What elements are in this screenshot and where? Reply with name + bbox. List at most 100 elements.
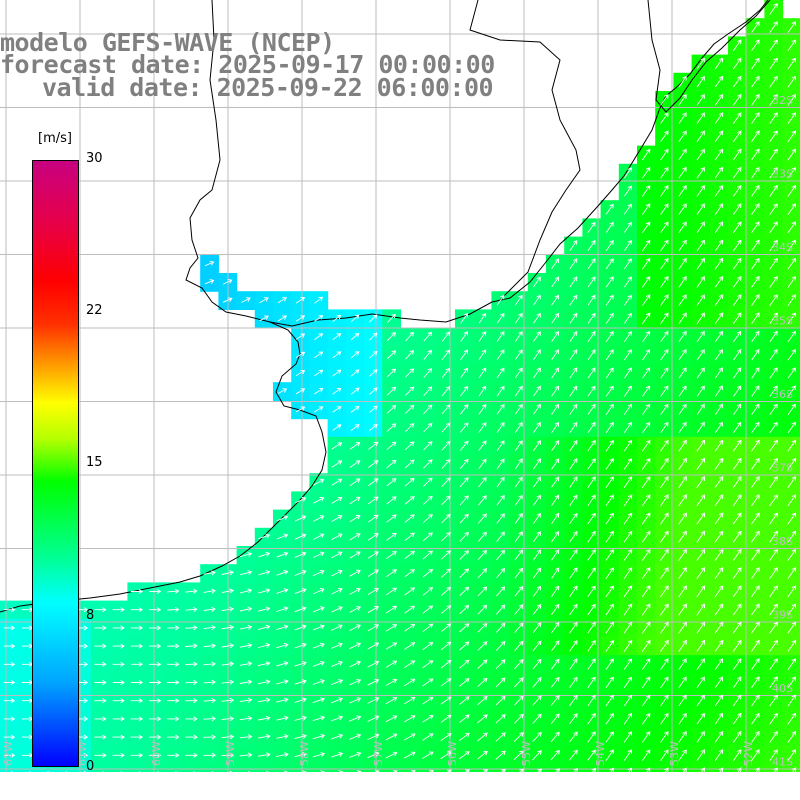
wind-arrow bbox=[642, 221, 651, 234]
wind-arrow bbox=[714, 494, 724, 507]
wind-arrow bbox=[3, 752, 16, 758]
wind-arrow bbox=[787, 57, 796, 70]
wind-arrow bbox=[642, 239, 651, 252]
wind-arrow bbox=[259, 297, 269, 304]
wind-arrow bbox=[769, 403, 778, 415]
wind-arrow bbox=[185, 606, 198, 612]
wind-arrow bbox=[569, 385, 578, 397]
wind-arrow bbox=[678, 548, 687, 561]
wind-arrow bbox=[551, 349, 560, 361]
wind-arrow bbox=[696, 658, 705, 670]
wind-arrow bbox=[550, 713, 560, 725]
wind-arrow bbox=[623, 731, 633, 743]
wind-arrow bbox=[149, 625, 162, 631]
wind-arrow bbox=[551, 567, 560, 579]
wind-arrow bbox=[496, 385, 505, 397]
wind-arrow bbox=[258, 697, 271, 703]
latitude-label: 32S bbox=[772, 94, 793, 107]
wind-arrow bbox=[641, 458, 651, 470]
wind-arrow bbox=[441, 386, 451, 397]
wind-arrow bbox=[313, 533, 325, 540]
wind-arrow bbox=[641, 639, 651, 652]
wind-arrow bbox=[514, 367, 523, 379]
wind-arrow bbox=[276, 715, 289, 721]
wind-arrow bbox=[714, 567, 724, 580]
wind-arrow bbox=[714, 512, 724, 525]
wind-arrow bbox=[533, 331, 541, 342]
wind-arrow bbox=[276, 533, 289, 540]
wind-arrow bbox=[441, 477, 451, 487]
wind-arrow bbox=[294, 606, 307, 613]
wind-arrow bbox=[277, 315, 288, 322]
wind-arrow bbox=[660, 439, 669, 452]
wind-arrow bbox=[223, 279, 233, 285]
wind-arrow bbox=[477, 549, 487, 560]
wind-arrow bbox=[313, 496, 325, 504]
wind-arrow bbox=[459, 477, 469, 488]
wind-arrow bbox=[130, 698, 144, 704]
wind-arrow bbox=[641, 603, 651, 616]
wind-arrow bbox=[696, 403, 705, 415]
wind-arrow bbox=[422, 605, 434, 614]
wind-arrow bbox=[422, 678, 434, 687]
wind-arrow bbox=[349, 642, 362, 650]
wind-arrow bbox=[477, 513, 487, 524]
wind-arrow bbox=[551, 585, 560, 597]
wind-arrow bbox=[696, 312, 705, 325]
wind-arrow bbox=[678, 530, 687, 543]
wind-arrow bbox=[641, 439, 651, 452]
wind-arrow bbox=[294, 515, 307, 522]
wind-arrow bbox=[386, 332, 396, 342]
wind-arrow bbox=[605, 694, 614, 707]
wind-arrow bbox=[167, 716, 180, 722]
wind-arrow bbox=[605, 731, 614, 743]
wind-arrow bbox=[203, 679, 216, 685]
wind-arrow bbox=[787, 39, 796, 52]
wind-arrow bbox=[587, 731, 596, 743]
wind-arrow bbox=[660, 94, 669, 106]
wind-arrow bbox=[660, 294, 669, 306]
wind-arrow bbox=[769, 621, 778, 634]
wind-arrow bbox=[294, 588, 307, 595]
wind-arrow bbox=[714, 603, 724, 616]
wind-arrow bbox=[533, 385, 541, 397]
wind-arrow bbox=[642, 367, 651, 379]
wind-arrow bbox=[94, 607, 107, 613]
wind-arrow bbox=[787, 349, 796, 361]
wind-arrow bbox=[641, 585, 651, 598]
wind-arrow bbox=[769, 94, 778, 106]
wind-arrow bbox=[386, 313, 396, 324]
wind-arrow bbox=[167, 734, 180, 740]
wind-arrow bbox=[751, 439, 760, 452]
wind-arrow bbox=[368, 460, 379, 468]
wind-arrow bbox=[623, 676, 633, 688]
wind-arrow bbox=[314, 369, 324, 377]
wind-arrow bbox=[660, 658, 669, 670]
wind-arrow bbox=[3, 625, 16, 631]
wind-arrow bbox=[678, 166, 687, 179]
wind-arrow bbox=[769, 112, 778, 124]
wind-arrow bbox=[769, 349, 778, 361]
wind-arrow bbox=[185, 734, 198, 740]
wind-arrow bbox=[660, 530, 669, 543]
wind-arrow bbox=[385, 660, 398, 668]
wind-arrow bbox=[405, 368, 415, 378]
wind-arrow bbox=[678, 439, 687, 452]
longitude-label: 57W bbox=[372, 741, 385, 766]
wind-arrow bbox=[569, 403, 578, 415]
wind-arrow bbox=[623, 603, 633, 616]
wind-arrow bbox=[732, 494, 742, 507]
wind-arrow bbox=[294, 733, 307, 740]
wind-arrow bbox=[459, 531, 469, 542]
wind-arrow bbox=[221, 679, 235, 685]
wind-arrow bbox=[732, 312, 742, 325]
wind-arrow bbox=[532, 494, 541, 506]
wind-arrow bbox=[460, 385, 469, 397]
wind-arrow bbox=[714, 730, 724, 743]
wind-arrow bbox=[569, 439, 578, 452]
wind-arrow bbox=[404, 477, 415, 487]
wind-arrow bbox=[732, 184, 742, 197]
wind-arrow bbox=[459, 568, 470, 578]
wind-arrow bbox=[259, 315, 269, 322]
wind-arrow bbox=[477, 696, 488, 706]
